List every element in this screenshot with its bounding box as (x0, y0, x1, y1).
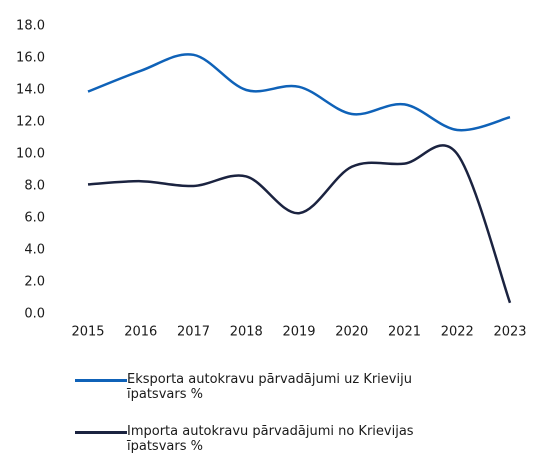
y-tick-label: 14.0 (16, 83, 45, 98)
y-tick-label: 8.0 (24, 179, 45, 194)
x-tick-label: 2017 (177, 325, 210, 340)
y-tick-label: 2.0 (24, 275, 45, 290)
series-line (87, 53, 511, 132)
y-tick-label: 4.0 (24, 243, 45, 258)
y-tick-label: 6.0 (24, 211, 45, 226)
x-tick-label: 2020 (335, 325, 368, 340)
x-tick-label: 2018 (230, 325, 263, 340)
x-tick-label: 2023 (493, 325, 526, 340)
chart: 0.0 2.0 4.0 6.0 8.0 10.0 12.0 14.0 16.0 18.0 2015 2… (16, 19, 527, 340)
y-tick-label: 0.0 (24, 307, 45, 322)
legend-swatch (75, 431, 127, 434)
x-tick-label: 2022 (441, 325, 474, 340)
legend-label: Eksporta autokravu pārvadājumi uz Krievi… (127, 372, 412, 402)
x-tick-label: 2019 (282, 325, 315, 340)
legend-item: Importa autokravu pārvadājumi no Krievij… (75, 424, 495, 454)
y-tick-label: 16.0 (16, 51, 45, 66)
y-tick-label: 18.0 (16, 19, 45, 34)
x-tick-label: 2016 (124, 325, 157, 340)
series-line (87, 144, 512, 304)
legend-label: Importa autokravu pārvadājumi no Krievij… (127, 424, 414, 454)
x-tick-label: 2021 (388, 325, 421, 340)
x-tick-label: 2015 (71, 325, 104, 340)
y-tick-label: 10.0 (16, 147, 45, 162)
legend-swatch (75, 379, 127, 382)
legend-item: Eksporta autokravu pārvadājumi uz Krievi… (75, 372, 495, 402)
y-tick-label: 12.0 (16, 115, 45, 130)
